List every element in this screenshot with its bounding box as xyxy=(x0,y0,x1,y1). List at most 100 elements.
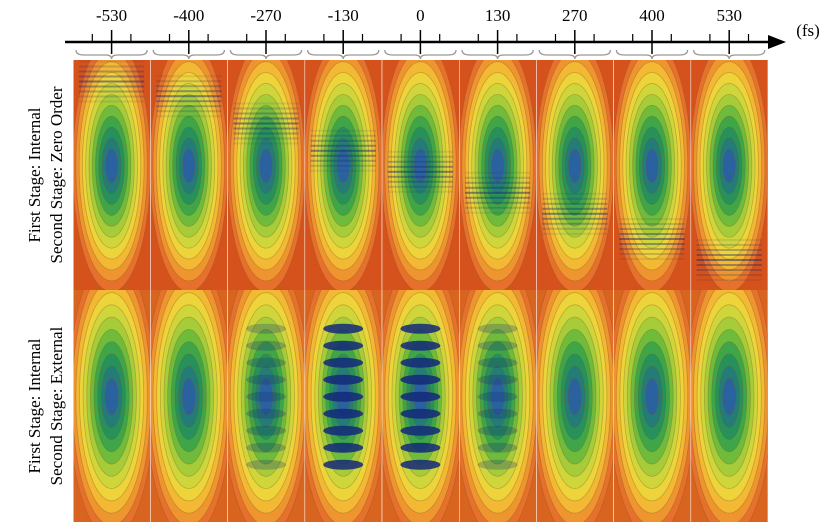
brace xyxy=(384,49,457,60)
fringe xyxy=(156,85,222,88)
fringe xyxy=(542,202,608,205)
brace xyxy=(615,49,689,60)
interferogram-panel xyxy=(304,60,382,290)
interferogram-panel xyxy=(690,60,768,290)
contour xyxy=(181,378,196,416)
fringe xyxy=(246,459,286,470)
fringe xyxy=(387,170,453,173)
fringe xyxy=(696,264,762,266)
fringe xyxy=(387,180,453,183)
fringe xyxy=(400,459,441,470)
interferogram-panel xyxy=(73,60,151,290)
contour xyxy=(644,378,660,416)
fringe xyxy=(465,201,531,204)
fringe xyxy=(156,100,222,103)
contour xyxy=(182,148,196,184)
interferogram-panel xyxy=(536,60,614,290)
tick-label: 270 xyxy=(562,6,588,25)
tick-label: 530 xyxy=(716,6,742,25)
fringe xyxy=(477,442,518,453)
fringe xyxy=(400,425,441,436)
fringe xyxy=(79,100,145,103)
row-label: First Stage: Internal xyxy=(25,338,44,473)
fringe xyxy=(542,217,608,220)
contour xyxy=(104,148,119,184)
fringe xyxy=(246,442,286,453)
interferogram-panel xyxy=(459,60,537,290)
fringe xyxy=(323,425,364,436)
contour xyxy=(722,148,736,184)
fringe xyxy=(323,374,364,385)
row-label: Second Stage: Zero Order xyxy=(47,86,66,263)
fringe xyxy=(696,279,762,281)
fringe xyxy=(233,137,299,140)
interferogram-panel xyxy=(613,290,691,522)
interferogram-panel xyxy=(381,290,459,522)
fringe xyxy=(387,175,453,178)
fringe xyxy=(79,90,145,93)
fringe xyxy=(400,374,441,385)
fringe xyxy=(477,357,518,368)
fringe xyxy=(79,95,145,98)
fringe xyxy=(696,274,762,276)
fringe xyxy=(246,357,286,368)
fringe xyxy=(79,80,145,83)
fringe xyxy=(387,160,453,163)
brace xyxy=(229,49,303,60)
fringe xyxy=(233,112,299,115)
contour xyxy=(490,148,505,184)
fringe xyxy=(310,159,376,162)
fringe xyxy=(619,218,685,220)
fringe xyxy=(156,115,222,118)
fringe xyxy=(619,238,685,240)
interferogram-panel xyxy=(381,60,459,290)
tick-label: 400 xyxy=(639,6,665,25)
fringe xyxy=(542,192,608,195)
contour xyxy=(568,148,582,184)
fringe xyxy=(542,222,608,225)
fringe xyxy=(79,70,145,73)
row-label: Second Stage: External xyxy=(47,326,66,485)
fringe xyxy=(233,102,299,105)
contour xyxy=(104,378,119,416)
fringe xyxy=(542,207,608,210)
fringe xyxy=(246,374,286,385)
fringe xyxy=(310,149,376,152)
fringe xyxy=(246,340,286,351)
fringe xyxy=(465,171,531,174)
fringe xyxy=(619,253,685,255)
tick-label: -400 xyxy=(173,6,204,25)
contour xyxy=(490,378,505,416)
axis-arrow xyxy=(768,35,786,49)
fringe xyxy=(233,117,299,120)
fringe xyxy=(465,211,531,214)
fringe xyxy=(323,391,364,402)
fringe xyxy=(477,459,518,470)
fringe xyxy=(696,249,762,251)
fringe xyxy=(310,139,376,142)
fringe xyxy=(387,165,453,168)
brace xyxy=(306,49,380,60)
fringe xyxy=(542,212,608,215)
fringe xyxy=(465,181,531,184)
row-label: First Stage: Internal xyxy=(25,107,44,242)
fringe xyxy=(246,323,286,334)
fringe xyxy=(156,110,222,113)
fringe xyxy=(477,323,518,334)
fringe xyxy=(477,340,518,351)
fringe xyxy=(233,132,299,135)
interferogram-panel xyxy=(304,290,382,522)
fringe xyxy=(400,442,441,453)
fringe xyxy=(400,391,441,402)
interferogram-panel xyxy=(536,290,614,522)
fringe xyxy=(233,127,299,130)
fringe xyxy=(400,340,441,351)
brace xyxy=(75,49,148,60)
fringe xyxy=(246,408,286,419)
fringe xyxy=(477,391,518,402)
contour xyxy=(258,378,274,416)
fringe xyxy=(696,259,762,261)
fringe xyxy=(323,459,364,470)
brace xyxy=(461,49,534,60)
fringe xyxy=(465,191,531,194)
